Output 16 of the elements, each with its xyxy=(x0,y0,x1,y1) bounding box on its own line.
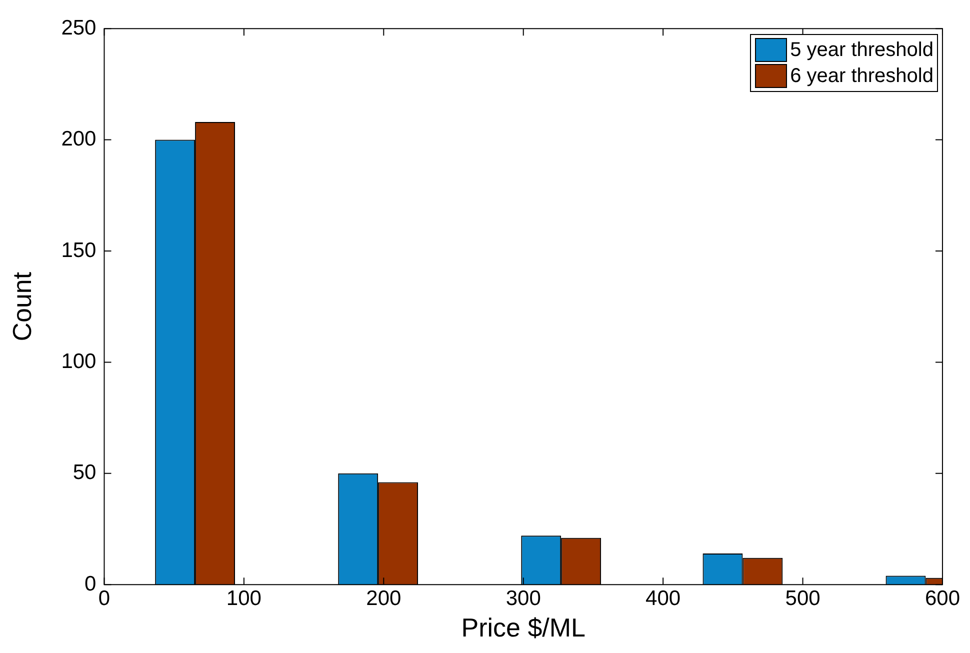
y-tick-label: 150 xyxy=(61,238,96,262)
x-tick-label: 200 xyxy=(366,586,402,610)
y-tick-label: 50 xyxy=(72,461,96,484)
legend-label: 6 year threshold xyxy=(790,64,934,89)
x-tick-label: 100 xyxy=(226,586,262,610)
legend-label: 5 year threshold xyxy=(790,38,934,63)
y-tick-label: 250 xyxy=(61,16,96,40)
x-tick-label: 500 xyxy=(785,586,820,610)
x-tick-label: 300 xyxy=(506,586,541,610)
y-tick-label: 100 xyxy=(61,350,96,373)
y-axis-title: Count xyxy=(6,271,37,342)
y-tick-label: 0 xyxy=(84,572,96,596)
x-axis-title: Price $/ML xyxy=(461,612,586,643)
x-tick-label: 400 xyxy=(646,586,681,610)
y-tick-label: 200 xyxy=(61,128,96,151)
x-tick-label: 600 xyxy=(924,586,960,610)
